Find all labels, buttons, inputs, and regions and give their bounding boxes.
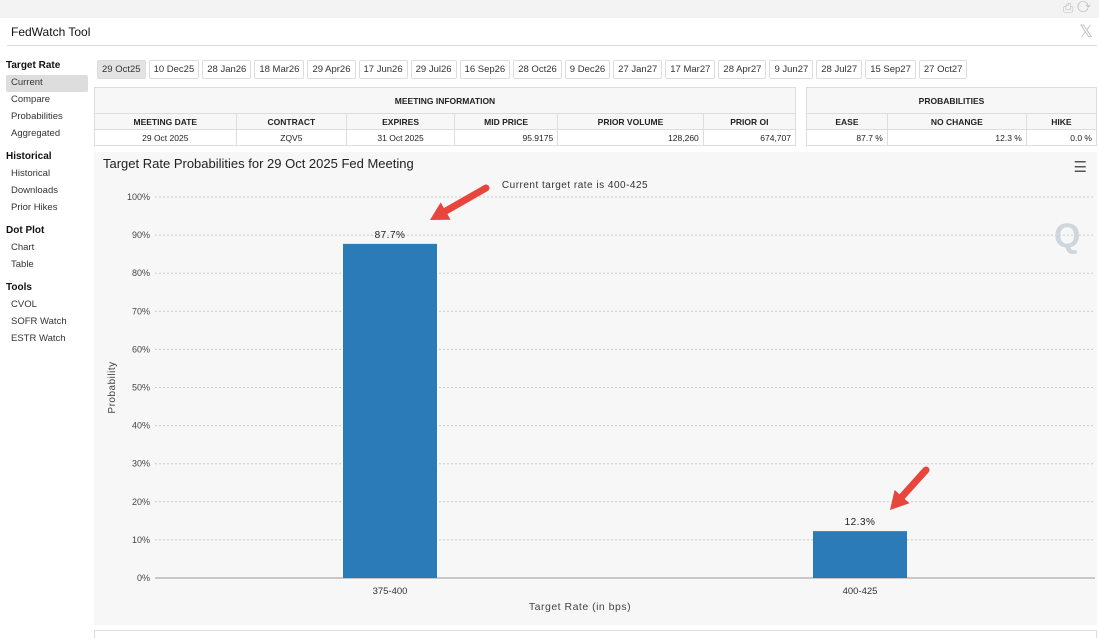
tab-meeting-date[interactable]: 28 Jul27: [816, 60, 863, 79]
meeting-tabs: 29 Oct25 10 Dec25 28 Jan26 18 Mar26 29 Apr26…: [97, 60, 968, 79]
tab-meeting-date[interactable]: 10 Dec25: [148, 60, 200, 79]
sidebar-item-cvol[interactable]: CVOL: [11, 299, 37, 310]
column-header: PRIOR VOLUME: [557, 113, 704, 130]
y-axis-label: Probability: [107, 361, 118, 413]
meeting-info-header: MEETING INFORMATION: [94, 87, 796, 114]
y-tick-label: 40%: [132, 421, 150, 431]
sidebar-section-title: Dot Plot: [6, 225, 45, 236]
y-tick-label: 0%: [137, 573, 150, 583]
y-tick-label: 20%: [132, 497, 150, 507]
top-toolbar: ⎙ ⟳: [0, 0, 1099, 18]
column-header: CONTRACT: [235, 113, 348, 130]
table-cell: 128,260: [557, 129, 704, 146]
export-icon[interactable]: ⎙: [1063, 0, 1074, 15]
data-label: 12.3%: [845, 517, 876, 528]
tab-meeting-date[interactable]: 27 Jan27: [613, 60, 663, 79]
y-tick-label: 60%: [132, 344, 150, 354]
annotation-arrow: [436, 184, 490, 218]
tab-meeting-date[interactable]: 27 Oct27: [918, 60, 968, 79]
x-axis-label: Target Rate (in bps): [529, 601, 631, 613]
sidebar-item-prior-hikes[interactable]: Prior Hikes: [11, 202, 58, 213]
sidebar-section-title: Tools: [6, 282, 32, 293]
tab-meeting-date[interactable]: 29 Apr26: [307, 60, 356, 79]
x-logo-icon[interactable]: 𝕏: [1079, 22, 1093, 41]
column-header: EASE: [806, 113, 888, 130]
annotation-arrow-head: [430, 202, 451, 220]
tab-meeting-date[interactable]: 15 Sep27: [865, 60, 916, 79]
y-tick-label: 30%: [132, 459, 150, 469]
table-cell: 12.3 %: [886, 129, 1027, 146]
tab-meeting-date[interactable]: 9 Jun27: [769, 60, 814, 79]
column-header: HIKE: [1025, 113, 1098, 130]
table-cell: 29 Oct 2025: [94, 129, 237, 146]
tab-meeting-date[interactable]: 9 Dec26: [564, 60, 611, 79]
bar: [813, 531, 907, 578]
sidebar-section-title: Historical: [6, 151, 52, 162]
y-tick-label: 80%: [132, 268, 150, 278]
sidebar: Target Rate Current Compare Probabilities Ag…: [6, 60, 88, 356]
tab-meeting-date[interactable]: 17 Jun26: [358, 60, 408, 79]
probabilities-header: PROBABILITIES: [806, 87, 1097, 114]
sidebar-item-historical[interactable]: Historical: [11, 168, 51, 179]
refresh-icon[interactable]: ⟳: [1077, 0, 1091, 15]
chart-subtitle: Current target rate is 400-425: [502, 180, 648, 191]
bottom-panel: [94, 630, 1097, 638]
sidebar-item-aggregated[interactable]: Aggregated: [11, 128, 61, 139]
sidebar-item-current[interactable]: Current: [6, 75, 88, 92]
hamburger-menu-icon[interactable]: ☰: [1073, 159, 1087, 176]
sidebar-item-compare[interactable]: Compare: [11, 94, 51, 105]
column-header: EXPIRES: [346, 113, 455, 130]
bar-chart: Current target rate is 400-425 0% 10% 20% 30…: [107, 180, 1095, 613]
sidebar-item-downloads[interactable]: Downloads: [11, 185, 58, 196]
meeting-info-table: MEETING INFORMATION MEETING DATE CONTRACT…: [94, 87, 797, 146]
bar: [343, 243, 437, 578]
sidebar-item-chart[interactable]: Chart: [11, 242, 35, 253]
sidebar-item-table[interactable]: Table: [11, 259, 34, 270]
sidebar-item-estr-watch[interactable]: ESTR Watch: [11, 333, 66, 344]
chart-title: Target Rate Probabilities for 29 Oct 202…: [103, 156, 414, 171]
y-tick-label: 10%: [132, 535, 150, 545]
y-tick-label: 50%: [132, 383, 150, 393]
table-cell: ZQV5: [235, 129, 348, 146]
y-tick-label: 70%: [132, 306, 150, 316]
sidebar-item-sofr-watch[interactable]: SOFR Watch: [11, 316, 67, 327]
cme-q-logo-icon: Q: [1054, 217, 1080, 255]
sidebar-item-probabilities[interactable]: Probabilities: [11, 111, 63, 122]
y-tick-label: 100%: [127, 192, 150, 202]
annotation-arrow-head: [890, 489, 910, 510]
x-tick-label: 375-400: [373, 586, 408, 597]
column-header: MID PRICE: [453, 113, 559, 130]
app-title: FedWatch Tool: [11, 25, 91, 39]
y-tick-label: 90%: [132, 230, 150, 240]
tab-meeting-date[interactable]: 18 Mar26: [254, 60, 305, 79]
tab-meeting-date[interactable]: 28 Jan26: [202, 60, 252, 79]
table-cell: 95.9175: [453, 129, 559, 146]
tab-meeting-date[interactable]: 17 Mar27: [665, 60, 716, 79]
data-label: 87.7%: [375, 230, 406, 241]
table-cell: 87.7 %: [806, 129, 888, 146]
tab-meeting-date[interactable]: 16 Sep26: [459, 60, 511, 79]
chart-panel: Target Rate Probabilities for 29 Oct 202…: [94, 152, 1097, 625]
table-cell: 0.0 %: [1025, 129, 1098, 146]
column-header: NO CHANGE: [886, 113, 1027, 130]
tab-meeting-date[interactable]: 28 Apr27: [718, 60, 767, 79]
column-header: MEETING DATE: [94, 113, 237, 130]
x-tick-label: 400-425: [843, 586, 878, 597]
title-bar: FedWatch Tool 𝕏: [7, 18, 1097, 46]
table-cell: 674,707: [702, 129, 797, 146]
tab-meeting-date[interactable]: 28 Oct26: [513, 60, 562, 79]
tab-meeting-date[interactable]: 29 Jul26: [410, 60, 457, 79]
sidebar-section-title: Target Rate: [6, 60, 61, 71]
probabilities-table: PROBABILITIES EASE NO CHANGE HIKE 87.7 % 12.…: [806, 87, 1098, 146]
column-header: PRIOR OI: [702, 113, 797, 130]
table-cell: 31 Oct 2025: [346, 129, 455, 146]
annotation-arrow: [894, 466, 930, 505]
tab-meeting-date[interactable]: 29 Oct25: [97, 60, 146, 79]
